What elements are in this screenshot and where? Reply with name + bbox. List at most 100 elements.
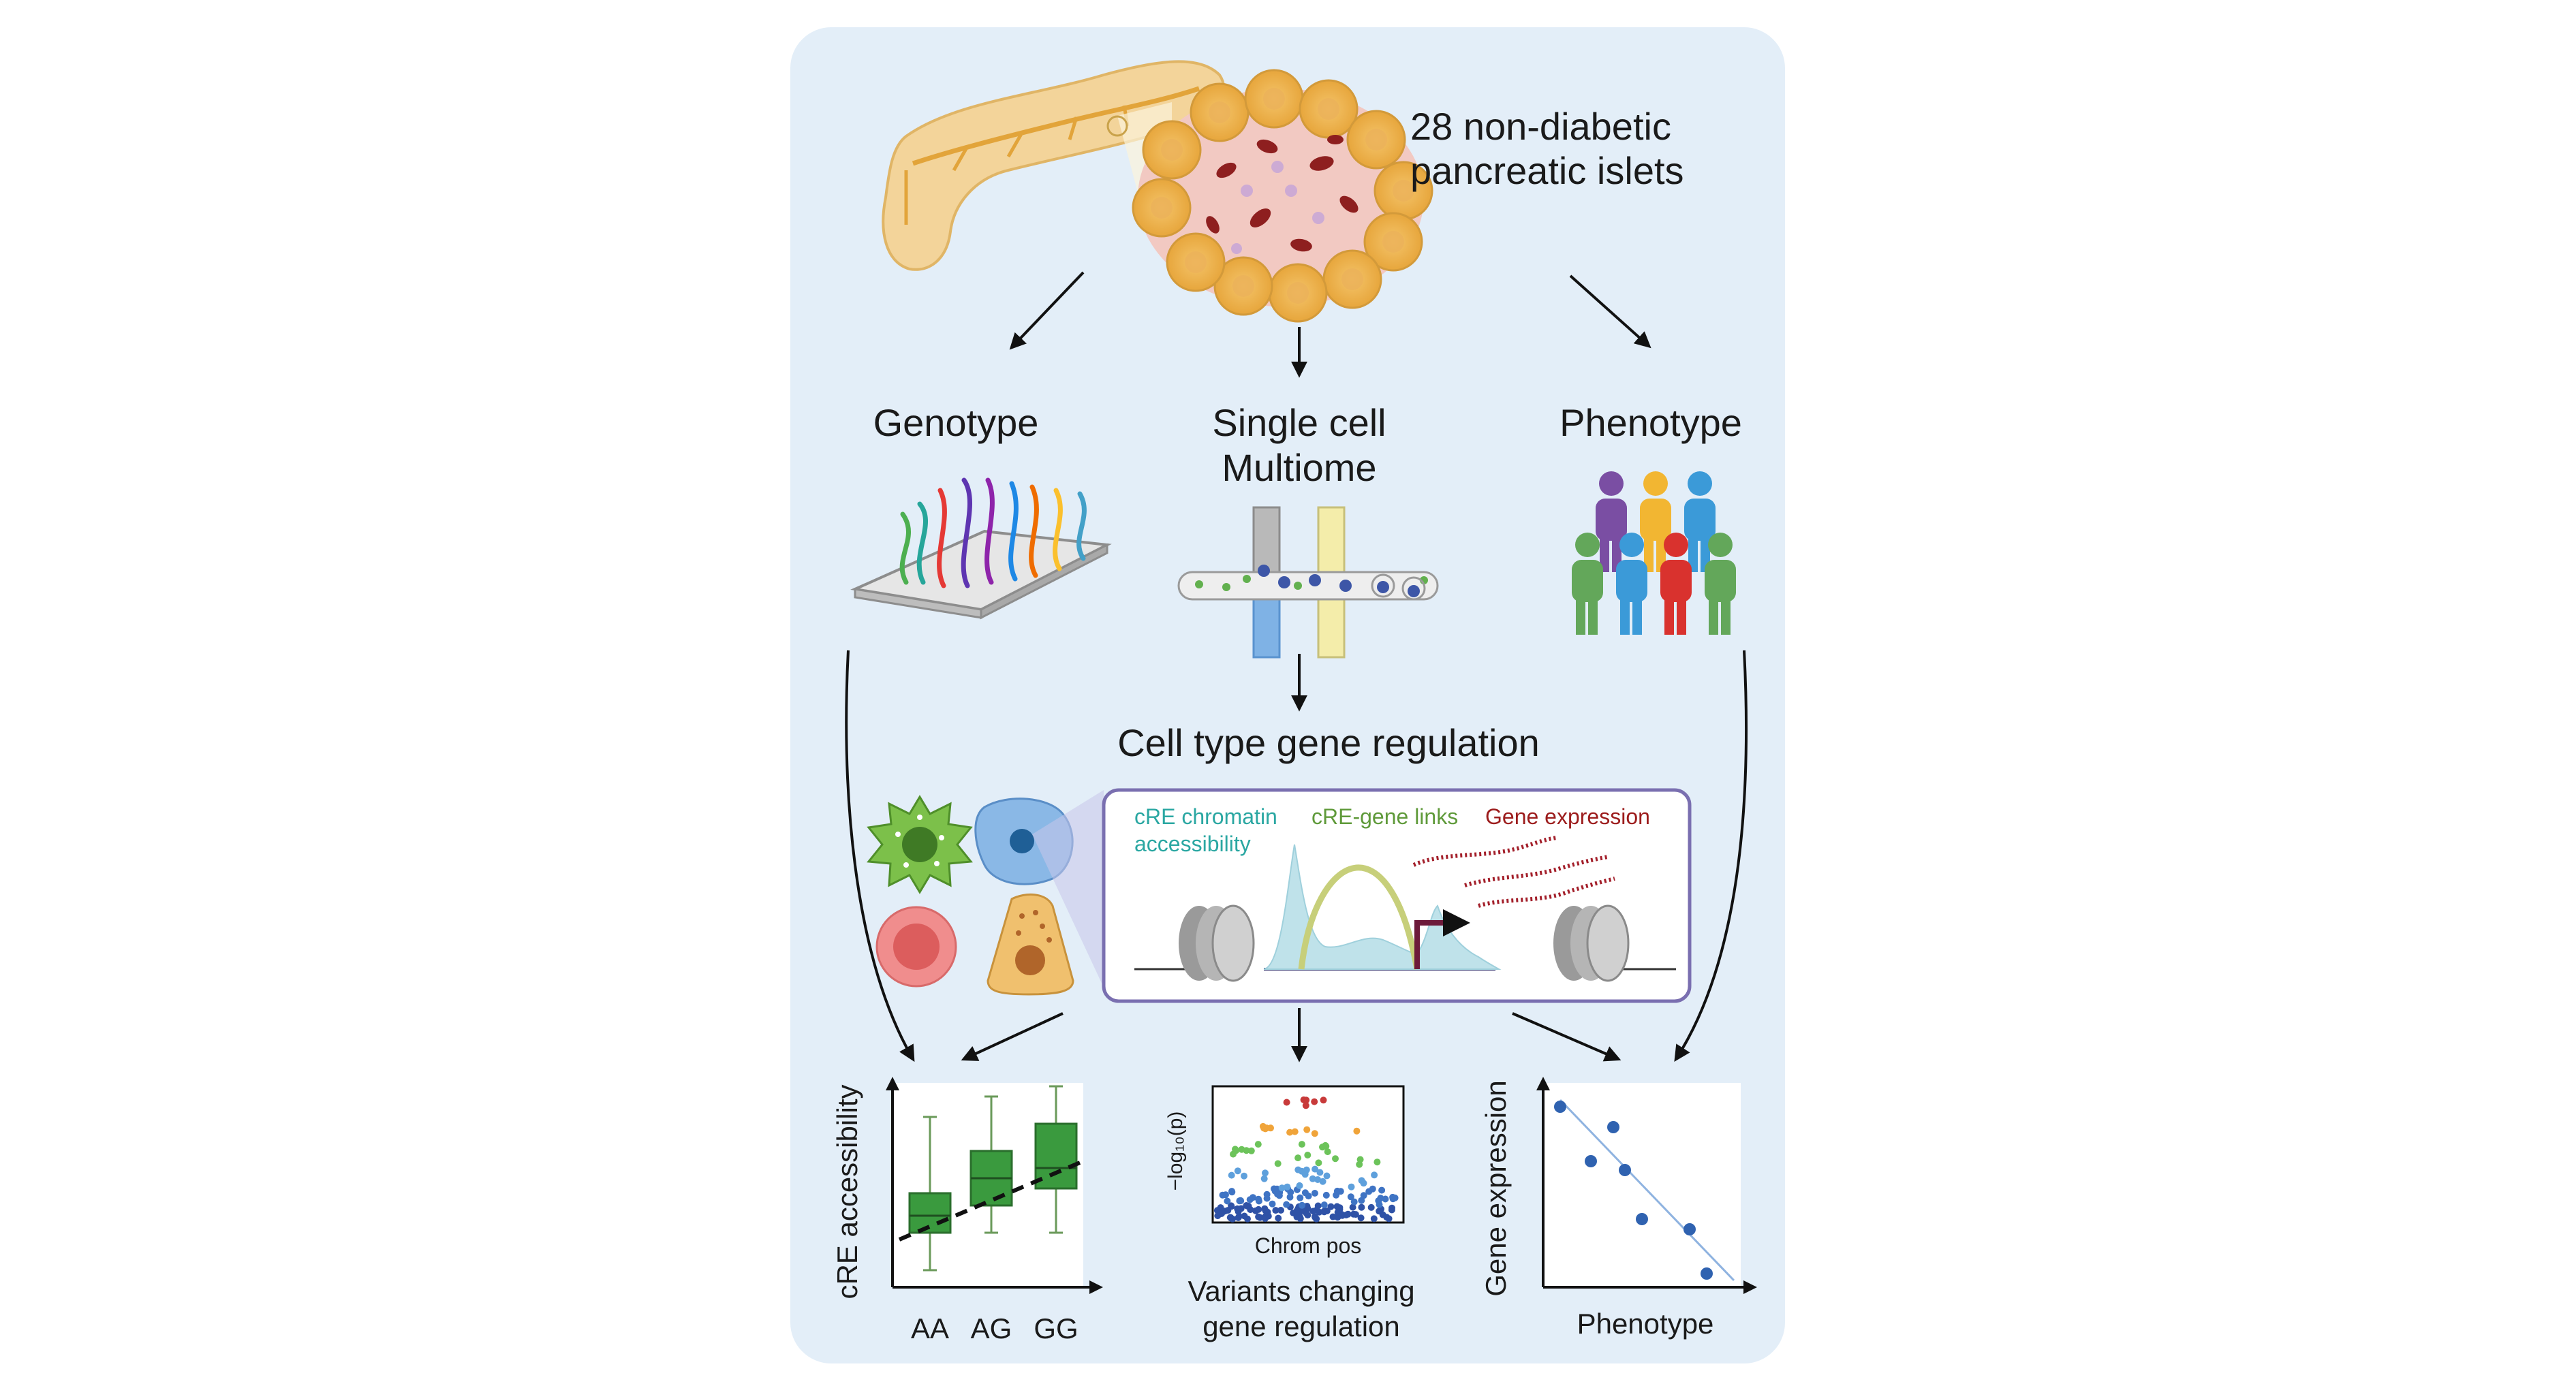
manhattan-point: [1389, 1195, 1397, 1203]
manhattan-point: [1370, 1215, 1378, 1223]
manhattan-point: [1283, 1201, 1290, 1208]
manhattan-point: [1374, 1158, 1381, 1166]
manhattan-point: [1315, 1159, 1322, 1167]
manhattan-point: [1228, 1203, 1235, 1210]
manhattan-point: [1309, 1175, 1316, 1182]
manhattan-point: [1294, 1154, 1302, 1162]
expression-label: Gene expression: [1485, 804, 1650, 829]
manhattan-point: [1309, 1208, 1317, 1215]
manhattan-point: [1297, 1194, 1304, 1201]
manhattan-point: [1350, 1210, 1357, 1218]
arrow-to-genotype: [1009, 271, 1085, 350]
manhattan-point: [1329, 1213, 1337, 1220]
manhattan-point: [1337, 1188, 1344, 1195]
manhattan-point: [1300, 1096, 1307, 1103]
manhattan-point: [1376, 1208, 1383, 1215]
manhattan-point: [1350, 1198, 1358, 1205]
manhattan-point: [1378, 1186, 1386, 1194]
manhattan-point: [1353, 1127, 1361, 1135]
manhattan-point: [1382, 1195, 1389, 1203]
scatter-point: [1701, 1267, 1713, 1280]
manhattan-point: [1298, 1141, 1305, 1148]
cell-type-regulation-label: Cell type gene regulation: [1117, 721, 1540, 764]
manhattan-point: [1334, 1209, 1341, 1216]
manhattan-point: [1322, 1191, 1330, 1199]
manhattan-point: [1241, 1212, 1248, 1220]
manhattan-point: [1303, 1166, 1310, 1173]
manhattan-point: [1262, 1169, 1269, 1177]
manhattan-point: [1263, 1195, 1271, 1202]
manhattan-point: [1247, 1147, 1255, 1154]
manhattan-caption-1: Variants changing: [1188, 1275, 1414, 1307]
manhattan-point: [1358, 1177, 1365, 1184]
manhattan-point: [1304, 1152, 1312, 1158]
manhattan-point: [1297, 1215, 1304, 1223]
manhattan-point: [1283, 1099, 1290, 1106]
boxplot-xtick-AA: AA: [911, 1312, 949, 1344]
nucleosome-right-icon: [1553, 904, 1630, 982]
header-line-2: pancreatic islets: [1410, 149, 1684, 192]
manhattan-point: [1254, 1141, 1262, 1148]
manhattan-point: [1327, 1203, 1335, 1210]
manhattan-point: [1232, 1146, 1239, 1153]
manhattan-point: [1269, 1200, 1276, 1208]
manhattan-point: [1314, 1202, 1322, 1210]
manhattan-point: [1237, 1197, 1244, 1204]
manhattan-point: [1241, 1172, 1247, 1180]
regulation-panel: cRE chromatin accessibility cRE-gene lin…: [1102, 788, 1692, 1003]
manhattan-point: [1357, 1214, 1365, 1222]
manhattan-point: [1320, 1208, 1328, 1216]
boxplot-xtick-GG: GG: [1034, 1312, 1078, 1344]
arrow-genotype-to-boxplot: [845, 650, 915, 1062]
manhattan-point: [1348, 1183, 1355, 1190]
manhattan-point: [1228, 1188, 1236, 1196]
scatter-fit-line: [1559, 1099, 1735, 1282]
scatter-point: [1607, 1121, 1619, 1133]
manhattan-point: [1278, 1184, 1286, 1192]
manhattan-point: [1262, 1125, 1269, 1133]
manhattan-caption-2: gene regulation: [1202, 1310, 1400, 1342]
manhattan-point: [1284, 1183, 1291, 1190]
multiome-label-2: Multiome: [1222, 446, 1376, 489]
scatter-ylabel: Gene expression: [1480, 1080, 1512, 1297]
manhattan-point: [1304, 1212, 1312, 1219]
manhattan-point: [1369, 1185, 1376, 1193]
manhattan-point: [1347, 1193, 1354, 1201]
manhattan-point: [1367, 1203, 1375, 1211]
manhattan-point: [1262, 1215, 1269, 1223]
manhattan-point: [1272, 1207, 1279, 1214]
multiome-label-1: Single cell: [1212, 401, 1386, 444]
cell-types-illustration: [867, 790, 1104, 996]
phenotype-label: Phenotype: [1559, 401, 1742, 444]
manhattan-point: [1311, 1130, 1318, 1137]
boxplot-trend-line: [898, 1159, 1085, 1242]
manhattan-point: [1301, 1189, 1309, 1197]
manhattan-point: [1226, 1214, 1234, 1221]
manhattan-point: [1219, 1191, 1226, 1199]
manhattan-point: [1246, 1196, 1254, 1203]
arrow-to-phenotype: [1569, 274, 1651, 349]
manhattan-point: [1275, 1214, 1282, 1222]
arrow-phenotype-to-scatter: [1674, 650, 1748, 1062]
manhattan-point: [1320, 1097, 1327, 1104]
manhattan-point: [1376, 1201, 1383, 1208]
scatter-point: [1585, 1155, 1597, 1167]
manhattan-point: [1311, 1098, 1318, 1105]
boxplot-chart: cRE accessibility AA AG GG: [831, 1077, 1103, 1344]
manhattan-point: [1238, 1146, 1245, 1153]
manhattan-point: [1349, 1203, 1356, 1211]
scatter-point: [1619, 1164, 1631, 1176]
people-cohort-illustration: [1572, 471, 1736, 635]
manhattan-point: [1217, 1204, 1224, 1212]
manhattan-point: [1224, 1197, 1231, 1205]
manhattan-point: [1291, 1128, 1299, 1135]
scatter-point: [1636, 1213, 1648, 1225]
manhattan-point: [1255, 1213, 1262, 1220]
boxplot-ylabel: cRE accessibility: [831, 1084, 863, 1299]
manhattan-point: [1262, 1207, 1269, 1214]
manhattan-point: [1388, 1206, 1395, 1214]
red-cell-icon: [875, 906, 957, 988]
manhattan-point: [1237, 1205, 1245, 1212]
manhattan-point: [1296, 1182, 1303, 1189]
